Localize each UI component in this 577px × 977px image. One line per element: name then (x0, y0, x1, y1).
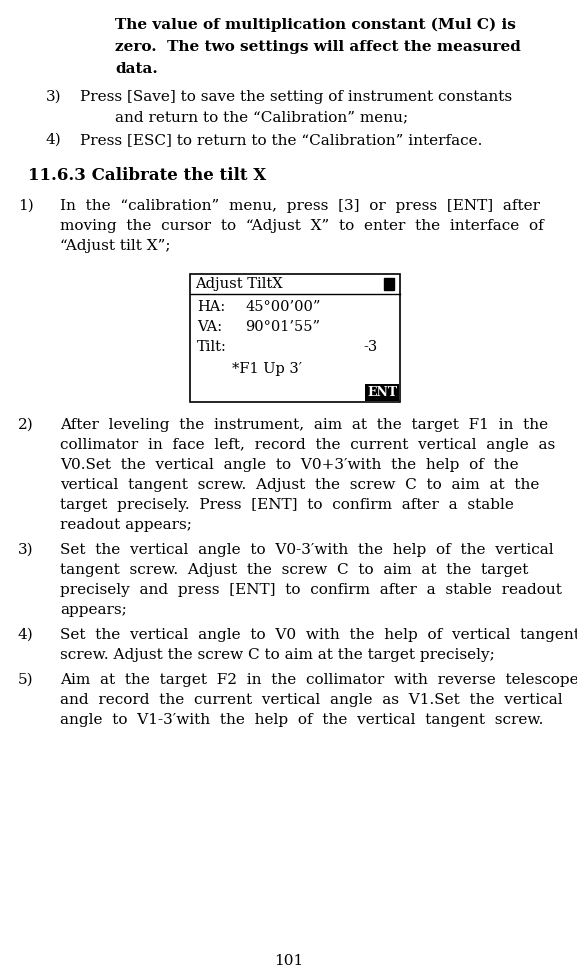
Text: 3): 3) (18, 543, 33, 557)
Text: Set  the  vertical  angle  to  V0  with  the  help  of  vertical  tangent: Set the vertical angle to V0 with the he… (60, 628, 577, 642)
Text: 4): 4) (46, 133, 62, 147)
Text: HA:: HA: (197, 300, 225, 314)
Text: screw. Adjust the screw C to aim at the target precisely;: screw. Adjust the screw C to aim at the … (60, 648, 494, 662)
Text: Adjust TiltX: Adjust TiltX (195, 277, 283, 291)
Text: and  record  the  current  vertical  angle  as  V1.Set  the  vertical: and record the current vertical angle as… (60, 693, 563, 707)
Text: “Adjust tilt X”;: “Adjust tilt X”; (60, 239, 170, 253)
Text: 90°01’55”: 90°01’55” (245, 320, 320, 334)
Text: zero.  The two settings will affect the measured: zero. The two settings will affect the m… (115, 40, 521, 54)
Text: ENT: ENT (367, 386, 397, 399)
Text: 3): 3) (46, 90, 62, 104)
Text: *F1 Up 3′: *F1 Up 3′ (232, 362, 302, 376)
Text: precisely  and  press  [ENT]  to  confirm  after  a  stable  readout: precisely and press [ENT] to confirm aft… (60, 583, 562, 597)
Bar (365, 384, 399, 401)
Text: vertical  tangent  screw.  Adjust  the  screw  C  to  aim  at  the: vertical tangent screw. Adjust the screw… (60, 478, 539, 492)
Text: In  the  “calibration”  menu,  press  [3]  or  press  [ENT]  after: In the “calibration” menu, press [3] or … (60, 199, 540, 213)
Text: Set  the  vertical  angle  to  V0-3′with  the  help  of  the  vertical: Set the vertical angle to V0-3′with the … (60, 543, 553, 557)
Text: Tilt:: Tilt: (197, 340, 227, 354)
Text: Press [ESC] to return to the “Calibration” interface.: Press [ESC] to return to the “Calibratio… (80, 133, 482, 147)
Bar (384, 278, 394, 290)
Text: angle  to  V1-3′with  the  help  of  the  vertical  tangent  screw.: angle to V1-3′with the help of the verti… (60, 713, 544, 727)
Text: 1): 1) (18, 199, 33, 213)
Text: 5): 5) (18, 673, 33, 687)
Text: and return to the “Calibration” menu;: and return to the “Calibration” menu; (115, 110, 408, 124)
Text: 101: 101 (274, 954, 303, 968)
Text: 2): 2) (18, 418, 33, 432)
Text: readout appears;: readout appears; (60, 518, 192, 532)
Text: VA:: VA: (197, 320, 222, 334)
Text: Press [Save] to save the setting of instrument constants: Press [Save] to save the setting of inst… (80, 90, 512, 104)
Text: 45°00’00”: 45°00’00” (245, 300, 320, 314)
Text: tangent  screw.  Adjust  the  screw  C  to  aim  at  the  target: tangent screw. Adjust the screw C to aim… (60, 563, 529, 577)
Text: appears;: appears; (60, 603, 127, 617)
Text: -3: -3 (364, 340, 378, 354)
Text: moving  the  cursor  to  “Adjust  X”  to  enter  the  interface  of: moving the cursor to “Adjust X” to enter… (60, 219, 544, 233)
Text: 4): 4) (18, 628, 33, 642)
Text: After  leveling  the  instrument,  aim  at  the  target  F1  in  the: After leveling the instrument, aim at th… (60, 418, 548, 432)
Text: The value of multiplication constant (Mul C) is: The value of multiplication constant (Mu… (115, 18, 516, 32)
Text: 11.6.3 Calibrate the tilt X: 11.6.3 Calibrate the tilt X (28, 167, 266, 184)
Text: V0.Set  the  vertical  angle  to  V0+3′with  the  help  of  the: V0.Set the vertical angle to V0+3′with t… (60, 458, 519, 472)
Bar (190, 274, 400, 402)
Text: target  precisely.  Press  [ENT]  to  confirm  after  a  stable: target precisely. Press [ENT] to confirm… (60, 498, 514, 512)
Text: data.: data. (115, 62, 158, 76)
Text: collimator  in  face  left,  record  the  current  vertical  angle  as: collimator in face left, record the curr… (60, 438, 555, 452)
Text: Aim  at  the  target  F2  in  the  collimator  with  reverse  telescope: Aim at the target F2 in the collimator w… (60, 673, 577, 687)
